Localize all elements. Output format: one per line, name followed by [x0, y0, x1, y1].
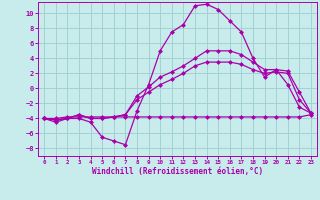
- X-axis label: Windchill (Refroidissement éolien,°C): Windchill (Refroidissement éolien,°C): [92, 167, 263, 176]
